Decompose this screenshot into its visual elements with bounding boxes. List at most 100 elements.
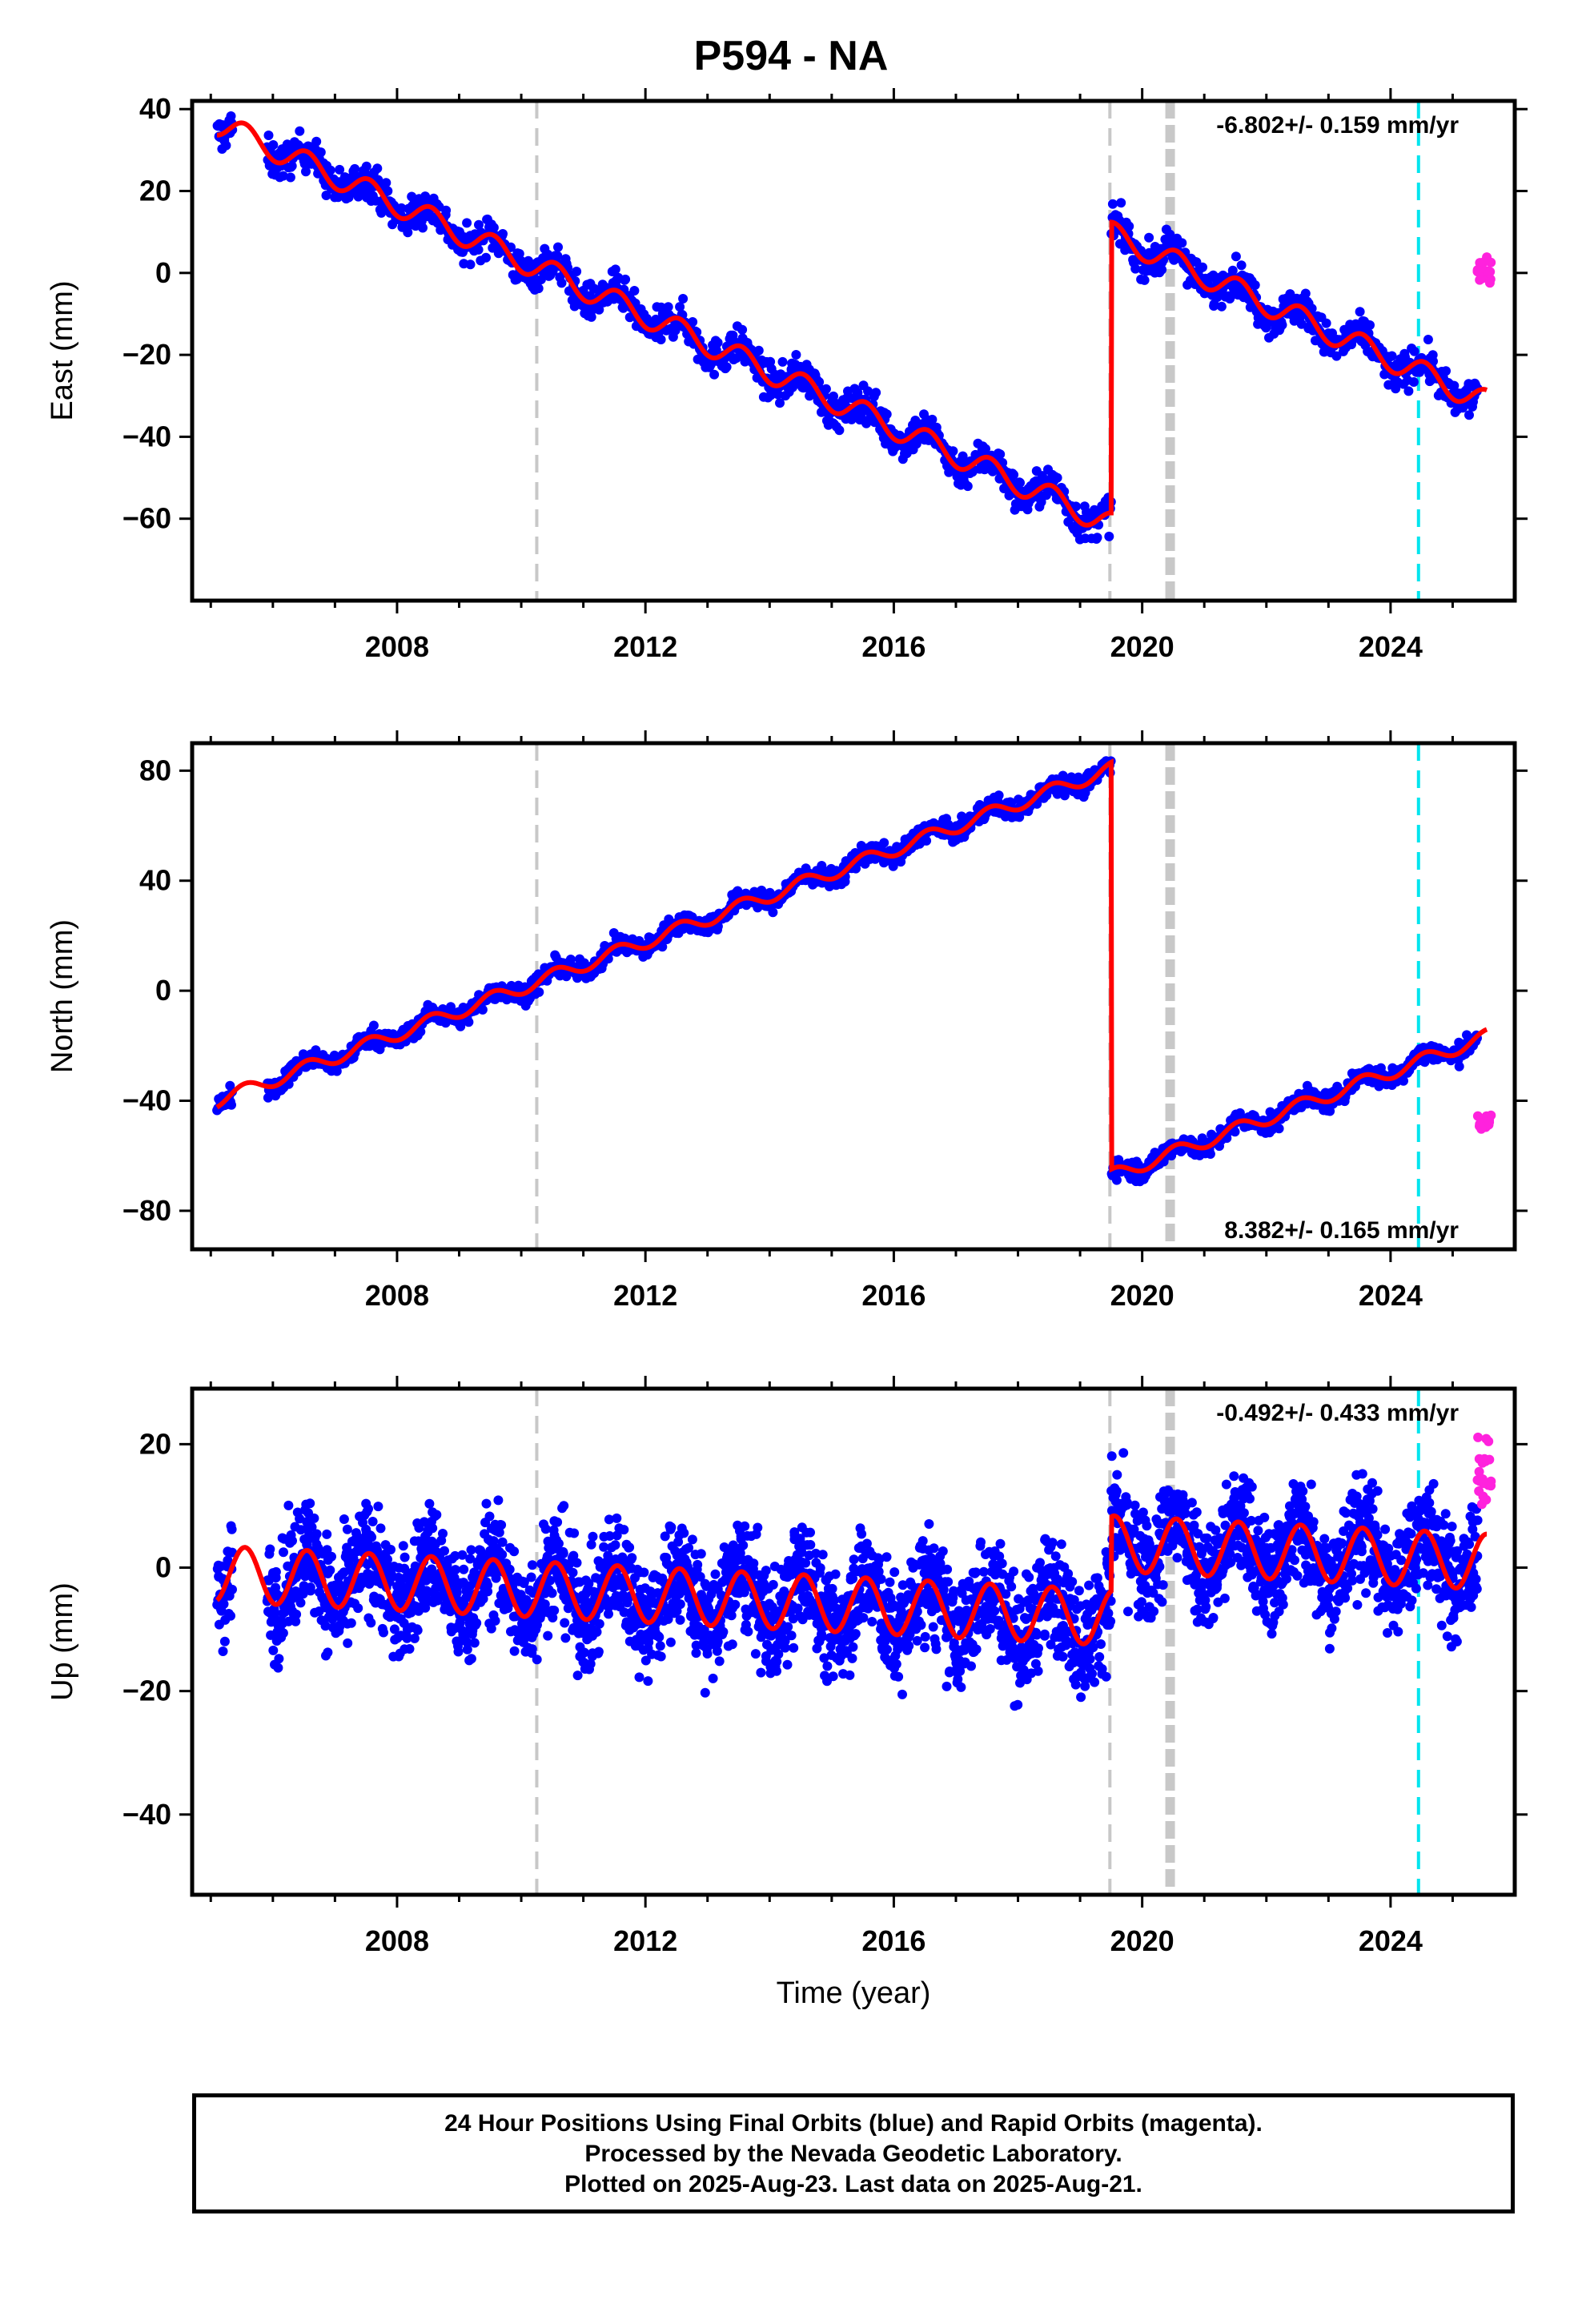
data-point (726, 1610, 737, 1621)
data-point (547, 1588, 557, 1598)
data-point (712, 1646, 722, 1656)
data-point (226, 1610, 235, 1621)
data-point (692, 1564, 702, 1574)
data-point (342, 1524, 352, 1534)
data-point (640, 1655, 651, 1666)
y-tick-label: −60 (122, 502, 171, 535)
data-point (400, 1552, 410, 1562)
data-point (737, 324, 748, 335)
data-point (291, 1616, 301, 1626)
data-point (1331, 351, 1342, 361)
data-point (1157, 264, 1167, 275)
data-point (777, 356, 788, 367)
data-point (1015, 477, 1025, 488)
data-point (1277, 320, 1287, 330)
data-point (718, 1626, 729, 1637)
data-point (361, 161, 371, 171)
data-point (488, 1536, 499, 1546)
data-point (772, 1666, 781, 1676)
data-point (322, 1545, 332, 1555)
data-point (396, 203, 407, 213)
data-point (714, 1656, 725, 1667)
data-point (497, 1550, 508, 1560)
data-point (274, 1654, 284, 1664)
data-point (624, 1542, 635, 1553)
data-point (327, 1551, 336, 1562)
data-point (420, 1602, 431, 1613)
data-point (711, 345, 721, 356)
data-point (545, 1575, 556, 1586)
y-axis-label: East (mm) (46, 280, 79, 420)
data-point (1209, 299, 1219, 309)
data-point (1409, 346, 1419, 356)
data-point (560, 1633, 571, 1643)
data-point (702, 1649, 713, 1659)
data-point (450, 1565, 460, 1575)
data-point (462, 1644, 472, 1655)
data-point (1107, 199, 1118, 209)
data-point (227, 1584, 237, 1594)
data-point (586, 1539, 596, 1550)
data-point (1198, 262, 1207, 272)
data-point (1231, 251, 1241, 262)
data-point (311, 136, 322, 147)
data-point (556, 278, 567, 288)
data-point (438, 1529, 448, 1538)
data-point (1300, 288, 1311, 299)
data-point (1070, 501, 1081, 512)
data-point (1374, 1081, 1384, 1092)
data-point (263, 131, 274, 140)
data-point (548, 267, 558, 276)
y-tick-label: −20 (122, 338, 171, 371)
model-fit-line (217, 120, 1488, 528)
data-point (521, 1594, 532, 1605)
data-point (663, 1614, 673, 1624)
data-point (740, 1521, 750, 1531)
rapid-data-point (1484, 1120, 1494, 1130)
data-point (263, 1092, 273, 1103)
data-point (453, 1647, 464, 1657)
data-point (782, 1659, 793, 1670)
data-point (549, 1606, 560, 1615)
data-point (473, 244, 484, 255)
final-orbits-points (212, 1448, 1483, 1711)
plot-area (212, 1389, 1496, 1895)
data-point (749, 1558, 759, 1569)
data-point (585, 1659, 596, 1669)
x-tick-label: 2020 (1110, 1279, 1174, 1312)
data-point (1116, 198, 1126, 208)
data-point (801, 1558, 811, 1568)
y-tick-label: −40 (122, 420, 171, 452)
data-point (761, 1566, 771, 1576)
data-point (218, 1647, 228, 1656)
rapid-data-point (1472, 1111, 1483, 1121)
data-point (219, 1599, 229, 1609)
data-point (498, 229, 508, 239)
data-point (594, 1618, 604, 1629)
data-point (456, 1021, 466, 1031)
data-point (768, 907, 778, 918)
data-point (772, 1656, 782, 1667)
data-point (750, 1649, 761, 1659)
data-point (688, 317, 698, 327)
data-point (863, 386, 873, 396)
data-point (783, 1622, 793, 1632)
data-point (773, 389, 783, 400)
data-point (552, 1517, 563, 1527)
data-point (322, 1529, 332, 1539)
data-point (552, 251, 563, 261)
data-point (221, 140, 231, 151)
data-point (440, 1546, 449, 1556)
data-point (1205, 1149, 1215, 1159)
data-point (691, 1640, 701, 1651)
data-point (287, 161, 297, 171)
rapid-data-point (1475, 275, 1485, 285)
data-point (278, 1628, 288, 1638)
data-point (372, 163, 383, 174)
data-point (627, 1553, 637, 1563)
data-point (548, 1613, 558, 1622)
final-orbits-points (212, 756, 1482, 1187)
data-point (469, 1638, 480, 1648)
